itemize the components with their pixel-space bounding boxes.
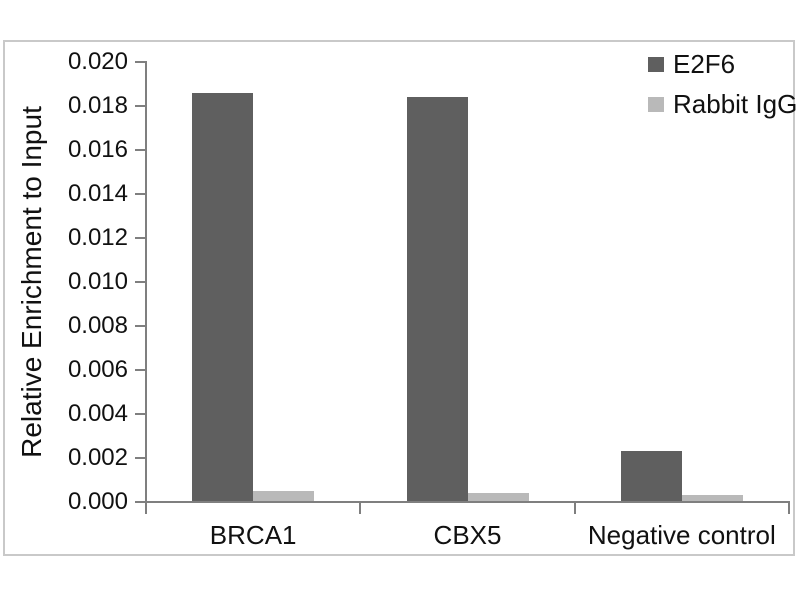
y-tick <box>135 61 147 63</box>
y-tick-label: 0.004 <box>67 400 128 427</box>
y-tick-label: 0.002 <box>67 444 128 471</box>
y-tick-label: 0.000 <box>67 488 128 515</box>
y-tick-label: 0.008 <box>67 312 128 339</box>
legend: E2F6 Rabbit IgG <box>648 51 797 131</box>
legend-item-e2f6: E2F6 <box>648 51 797 77</box>
legend-swatch-e2f6 <box>648 56 664 72</box>
y-tick <box>135 325 147 327</box>
x-axis-line <box>135 501 790 503</box>
y-tick-label: 0.020 <box>67 48 128 75</box>
y-tick <box>135 105 147 107</box>
bar-rabbit-igg-cbx5 <box>467 493 529 502</box>
y-tick-label: 0.014 <box>67 180 128 207</box>
y-tick <box>135 369 147 371</box>
bar-rabbit-igg-brca1 <box>253 491 315 502</box>
x-category-label-negative-control: Negative control <box>587 520 776 550</box>
x-tick <box>574 502 576 514</box>
legend-label-e2f6: E2F6 <box>673 49 736 79</box>
y-tick-label: 0.010 <box>67 268 128 295</box>
x-category-label-cbx5: CBX5 <box>433 520 502 550</box>
bar-e2f6-brca1 <box>192 93 254 502</box>
legend-item-rabbit-igg: Rabbit IgG <box>648 91 797 117</box>
y-tick-label: 0.012 <box>67 224 128 251</box>
y-tick <box>135 457 147 459</box>
bar-e2f6-negative-control <box>620 451 682 502</box>
x-tick <box>359 502 361 514</box>
x-tick <box>788 502 790 514</box>
x-category-label-brca1: BRCA1 <box>209 520 297 550</box>
y-axis-line <box>145 62 147 514</box>
y-tick-label: 0.018 <box>67 92 128 119</box>
y-tick <box>135 237 147 239</box>
y-tick <box>135 413 147 415</box>
legend-label-rabbit-igg: Rabbit IgG <box>673 89 798 119</box>
y-tick-label: 0.016 <box>67 136 128 163</box>
bar-rabbit-igg-negative-control <box>681 495 743 502</box>
y-tick <box>135 281 147 283</box>
bar-e2f6-cbx5 <box>406 97 468 502</box>
legend-swatch-rabbit-igg <box>648 96 664 112</box>
y-tick <box>135 149 147 151</box>
y-tick-label: 0.006 <box>67 356 128 383</box>
y-tick <box>135 193 147 195</box>
